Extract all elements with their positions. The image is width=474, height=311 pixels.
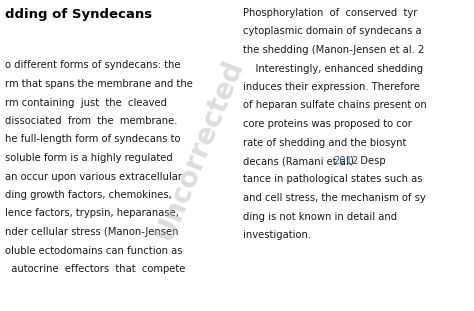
Text: Uncorrected: Uncorrected xyxy=(150,55,248,244)
Text: soluble form is a highly regulated: soluble form is a highly regulated xyxy=(5,153,173,163)
Text: he full-length form of syndecans to: he full-length form of syndecans to xyxy=(5,134,181,145)
Text: core proteins was proposed to cor: core proteins was proposed to cor xyxy=(243,119,412,129)
Text: Interestingly, enhanced shedding: Interestingly, enhanced shedding xyxy=(243,63,423,73)
Text: o different forms of syndecans: the: o different forms of syndecans: the xyxy=(5,61,181,71)
Text: decans (Ramani et al.: decans (Ramani et al. xyxy=(243,156,355,166)
Text: tance in pathological states such as: tance in pathological states such as xyxy=(243,174,422,184)
Text: and cell stress, the mechanism of sy: and cell stress, the mechanism of sy xyxy=(243,193,426,203)
Text: 2012: 2012 xyxy=(333,156,359,166)
Text: ding growth factors, chemokines,: ding growth factors, chemokines, xyxy=(5,190,172,200)
Text: lence factors, trypsin, heparanase,: lence factors, trypsin, heparanase, xyxy=(5,208,179,219)
Text: the shedding (Manon-Jensen et al. 2: the shedding (Manon-Jensen et al. 2 xyxy=(243,45,424,55)
Text: ding is not known in detail and: ding is not known in detail and xyxy=(243,211,397,221)
Text: rate of shedding and the biosynt: rate of shedding and the biosynt xyxy=(243,137,406,147)
Text: of heparan sulfate chains present on: of heparan sulfate chains present on xyxy=(243,100,427,110)
Text: an occur upon various extracellular: an occur upon various extracellular xyxy=(5,171,182,182)
Text: rm containing  just  the  cleaved: rm containing just the cleaved xyxy=(5,98,167,108)
Text: investigation.: investigation. xyxy=(243,230,311,240)
Text: induces their expression. Therefore: induces their expression. Therefore xyxy=(243,82,420,92)
Text: dding of Syndecans: dding of Syndecans xyxy=(5,8,152,21)
Text: oluble ectodomains can function as: oluble ectodomains can function as xyxy=(5,245,182,256)
Text: rm that spans the membrane and the: rm that spans the membrane and the xyxy=(5,79,193,89)
Text: dissociated  from  the  membrane.: dissociated from the membrane. xyxy=(5,116,177,126)
Text: nder cellular stress (Manon-Jensen: nder cellular stress (Manon-Jensen xyxy=(5,227,179,237)
Text: cytoplasmic domain of syndecans a: cytoplasmic domain of syndecans a xyxy=(243,26,422,36)
Text: Phosphorylation  of  conserved  tyr: Phosphorylation of conserved tyr xyxy=(243,8,418,18)
Text: ). Desp: ). Desp xyxy=(350,156,385,166)
Text: autocrine  effectors  that  compete: autocrine effectors that compete xyxy=(5,264,185,274)
